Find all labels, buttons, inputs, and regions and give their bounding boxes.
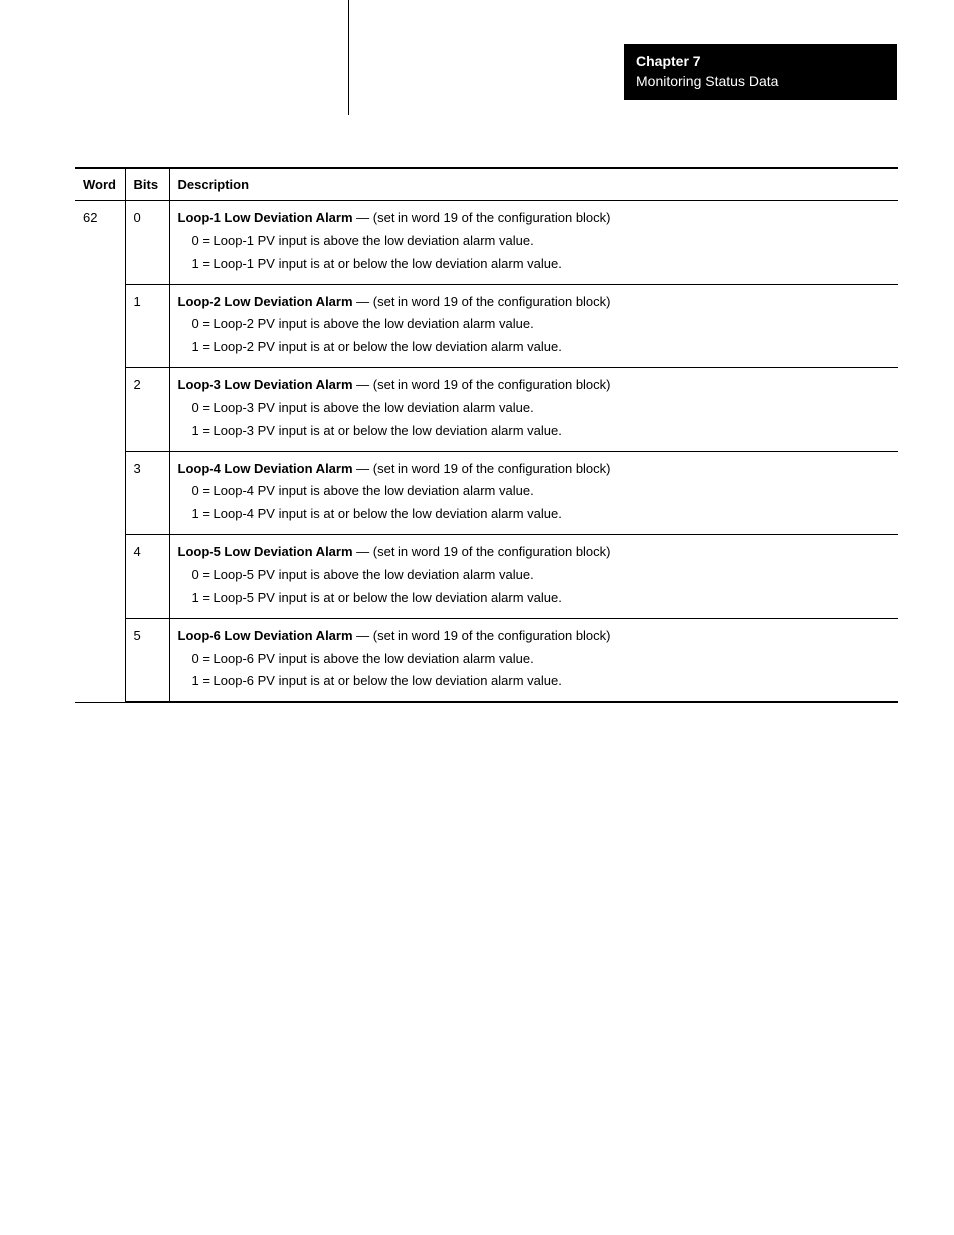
table-header-row: Word Bits Description: [75, 168, 898, 201]
chapter-subtitle: Monitoring Status Data: [636, 72, 885, 92]
col-word: Word: [75, 168, 125, 201]
col-bits: Bits: [125, 168, 169, 201]
chapter-header: Chapter 7 Monitoring Status Data: [624, 44, 897, 100]
desc-line0: 0 = Loop-1 PV input is above the low dev…: [178, 232, 893, 251]
desc-line0: 0 = Loop-5 PV input is above the low dev…: [178, 566, 893, 585]
desc-note: — (set in word 19 of the configuration b…: [353, 210, 611, 225]
desc-cell: Loop-2 Low Deviation Alarm — (set in wor…: [169, 284, 898, 368]
desc-note: — (set in word 19 of the configuration b…: [353, 377, 611, 392]
desc-line1: 1 = Loop-5 PV input is at or below the l…: [178, 589, 893, 608]
bit-cell: 1: [125, 284, 169, 368]
table-row: 3 Loop-4 Low Deviation Alarm — (set in w…: [75, 451, 898, 535]
desc-note: — (set in word 19 of the configuration b…: [353, 294, 611, 309]
desc-title: Loop-4 Low Deviation Alarm: [178, 461, 353, 476]
bit-cell: 3: [125, 451, 169, 535]
bit-cell: 5: [125, 618, 169, 702]
bit-cell: 0: [125, 201, 169, 285]
col-description: Description: [169, 168, 898, 201]
desc-line0: 0 = Loop-4 PV input is above the low dev…: [178, 482, 893, 501]
desc-line1: 1 = Loop-1 PV input is at or below the l…: [178, 255, 893, 274]
desc-line1: 1 = Loop-6 PV input is at or below the l…: [178, 672, 893, 691]
desc-note: — (set in word 19 of the configuration b…: [353, 461, 611, 476]
desc-title: Loop-3 Low Deviation Alarm: [178, 377, 353, 392]
bit-cell: 4: [125, 535, 169, 619]
status-table-container: Word Bits Description 62 0 Loop-1 Low De…: [75, 167, 898, 703]
word-cell: 62: [75, 201, 125, 703]
desc-cell: Loop-6 Low Deviation Alarm — (set in wor…: [169, 618, 898, 702]
chapter-number: Chapter 7: [636, 52, 885, 72]
desc-note: — (set in word 19 of the configuration b…: [353, 544, 611, 559]
table-row: 62 0 Loop-1 Low Deviation Alarm — (set i…: [75, 201, 898, 285]
table-row: 2 Loop-3 Low Deviation Alarm — (set in w…: [75, 368, 898, 452]
bit-cell: 2: [125, 368, 169, 452]
desc-line0: 0 = Loop-3 PV input is above the low dev…: [178, 399, 893, 418]
desc-line1: 1 = Loop-4 PV input is at or below the l…: [178, 505, 893, 524]
table-row: 1 Loop-2 Low Deviation Alarm — (set in w…: [75, 284, 898, 368]
desc-cell: Loop-1 Low Deviation Alarm — (set in wor…: [169, 201, 898, 285]
table-row: 5 Loop-6 Low Deviation Alarm — (set in w…: [75, 618, 898, 702]
table-row: 4 Loop-5 Low Deviation Alarm — (set in w…: [75, 535, 898, 619]
desc-cell: Loop-3 Low Deviation Alarm — (set in wor…: [169, 368, 898, 452]
desc-cell: Loop-4 Low Deviation Alarm — (set in wor…: [169, 451, 898, 535]
desc-line1: 1 = Loop-2 PV input is at or below the l…: [178, 338, 893, 357]
desc-line0: 0 = Loop-6 PV input is above the low dev…: [178, 650, 893, 669]
desc-title: Loop-6 Low Deviation Alarm: [178, 628, 353, 643]
desc-cell: Loop-5 Low Deviation Alarm — (set in wor…: [169, 535, 898, 619]
header-divider: [348, 0, 349, 115]
desc-note: — (set in word 19 of the configuration b…: [353, 628, 611, 643]
desc-title: Loop-2 Low Deviation Alarm: [178, 294, 353, 309]
status-table: Word Bits Description 62 0 Loop-1 Low De…: [75, 167, 898, 703]
desc-title: Loop-5 Low Deviation Alarm: [178, 544, 353, 559]
desc-line0: 0 = Loop-2 PV input is above the low dev…: [178, 315, 893, 334]
desc-title: Loop-1 Low Deviation Alarm: [178, 210, 353, 225]
desc-line1: 1 = Loop-3 PV input is at or below the l…: [178, 422, 893, 441]
